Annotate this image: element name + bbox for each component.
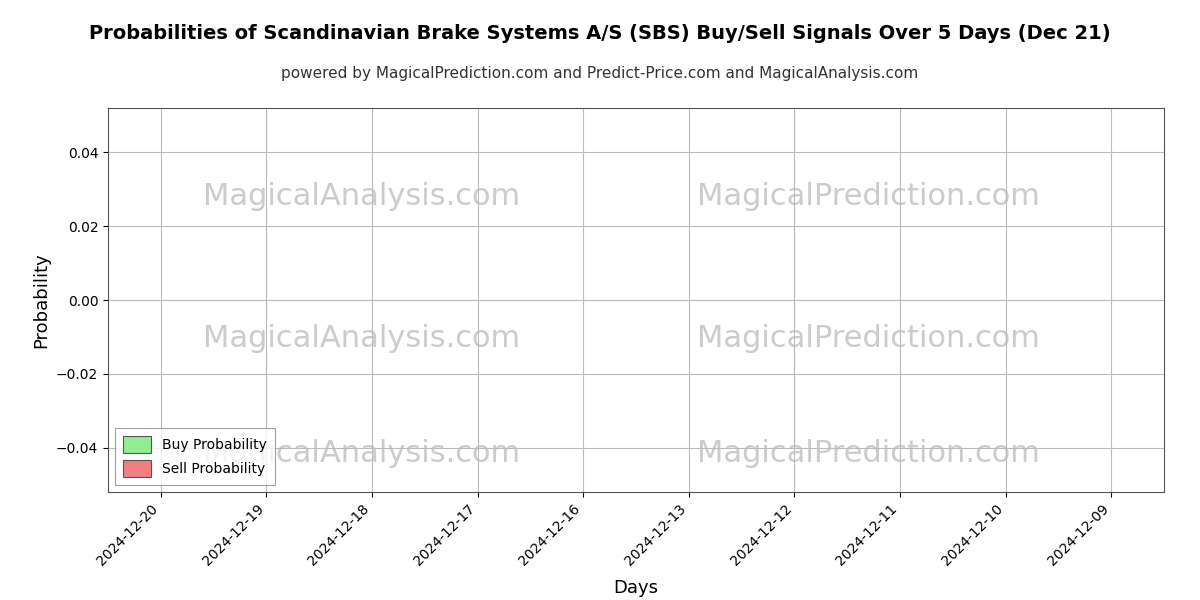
Text: MagicalAnalysis.com: MagicalAnalysis.com	[203, 324, 520, 353]
Y-axis label: Probability: Probability	[32, 252, 50, 348]
Text: MagicalPrediction.com: MagicalPrediction.com	[697, 324, 1039, 353]
X-axis label: Days: Days	[613, 580, 659, 598]
Text: powered by MagicalPrediction.com and Predict-Price.com and MagicalAnalysis.com: powered by MagicalPrediction.com and Pre…	[281, 66, 919, 81]
Text: MagicalAnalysis.com: MagicalAnalysis.com	[203, 439, 520, 468]
Text: MagicalAnalysis.com: MagicalAnalysis.com	[203, 182, 520, 211]
Text: Probabilities of Scandinavian Brake Systems A/S (SBS) Buy/Sell Signals Over 5 Da: Probabilities of Scandinavian Brake Syst…	[89, 24, 1111, 43]
Legend: Buy Probability, Sell Probability: Buy Probability, Sell Probability	[115, 428, 275, 485]
Text: MagicalPrediction.com: MagicalPrediction.com	[697, 182, 1039, 211]
Text: MagicalPrediction.com: MagicalPrediction.com	[697, 439, 1039, 468]
